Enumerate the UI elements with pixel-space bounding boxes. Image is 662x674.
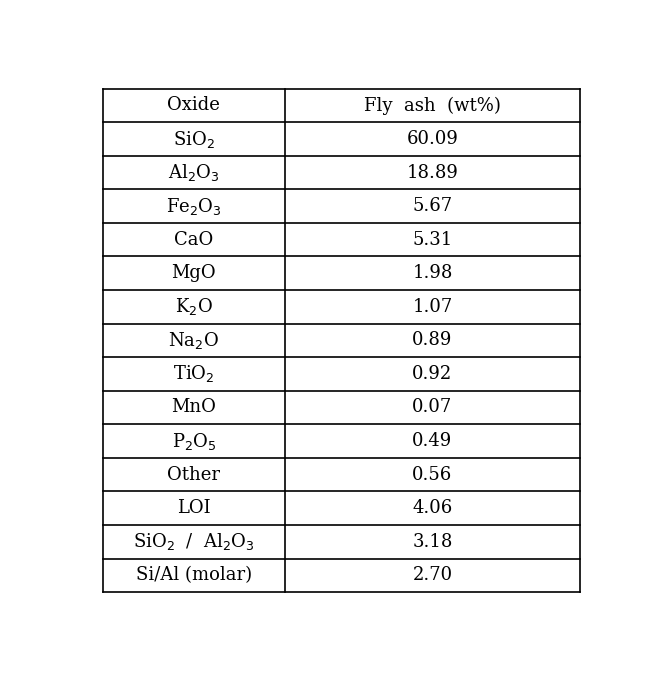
- Text: 1.98: 1.98: [412, 264, 453, 282]
- Text: 18.89: 18.89: [406, 164, 458, 181]
- Text: SiO$_2$  /  Al$_2$O$_3$: SiO$_2$ / Al$_2$O$_3$: [133, 531, 255, 552]
- Text: TiO$_2$: TiO$_2$: [173, 363, 214, 384]
- Text: 0.89: 0.89: [412, 332, 453, 349]
- Text: 5.67: 5.67: [412, 197, 453, 215]
- Text: MnO: MnO: [171, 398, 216, 417]
- Text: Si/Al (molar): Si/Al (molar): [136, 566, 252, 584]
- Text: K$_2$O: K$_2$O: [175, 297, 213, 317]
- Text: SiO$_2$: SiO$_2$: [173, 129, 214, 150]
- Text: 0.49: 0.49: [412, 432, 453, 450]
- Text: MgO: MgO: [171, 264, 216, 282]
- Text: 0.56: 0.56: [412, 466, 453, 484]
- Text: Fly  ash  (wt%): Fly ash (wt%): [364, 96, 501, 115]
- Text: 60.09: 60.09: [406, 130, 458, 148]
- Text: CaO: CaO: [174, 231, 214, 249]
- Text: 0.92: 0.92: [412, 365, 453, 383]
- Text: 5.31: 5.31: [412, 231, 453, 249]
- Text: 4.06: 4.06: [412, 499, 453, 517]
- Text: Other: Other: [167, 466, 220, 484]
- Text: P$_2$O$_5$: P$_2$O$_5$: [171, 431, 216, 452]
- Text: 1.07: 1.07: [412, 298, 453, 316]
- Text: LOI: LOI: [177, 499, 211, 517]
- Text: 2.70: 2.70: [412, 566, 453, 584]
- Text: Fe$_2$O$_3$: Fe$_2$O$_3$: [166, 195, 222, 216]
- Text: Na$_2$O: Na$_2$O: [168, 330, 219, 351]
- Text: 0.07: 0.07: [412, 398, 453, 417]
- Text: Oxide: Oxide: [167, 96, 220, 115]
- Text: 3.18: 3.18: [412, 532, 453, 551]
- Text: Al$_2$O$_3$: Al$_2$O$_3$: [168, 162, 220, 183]
